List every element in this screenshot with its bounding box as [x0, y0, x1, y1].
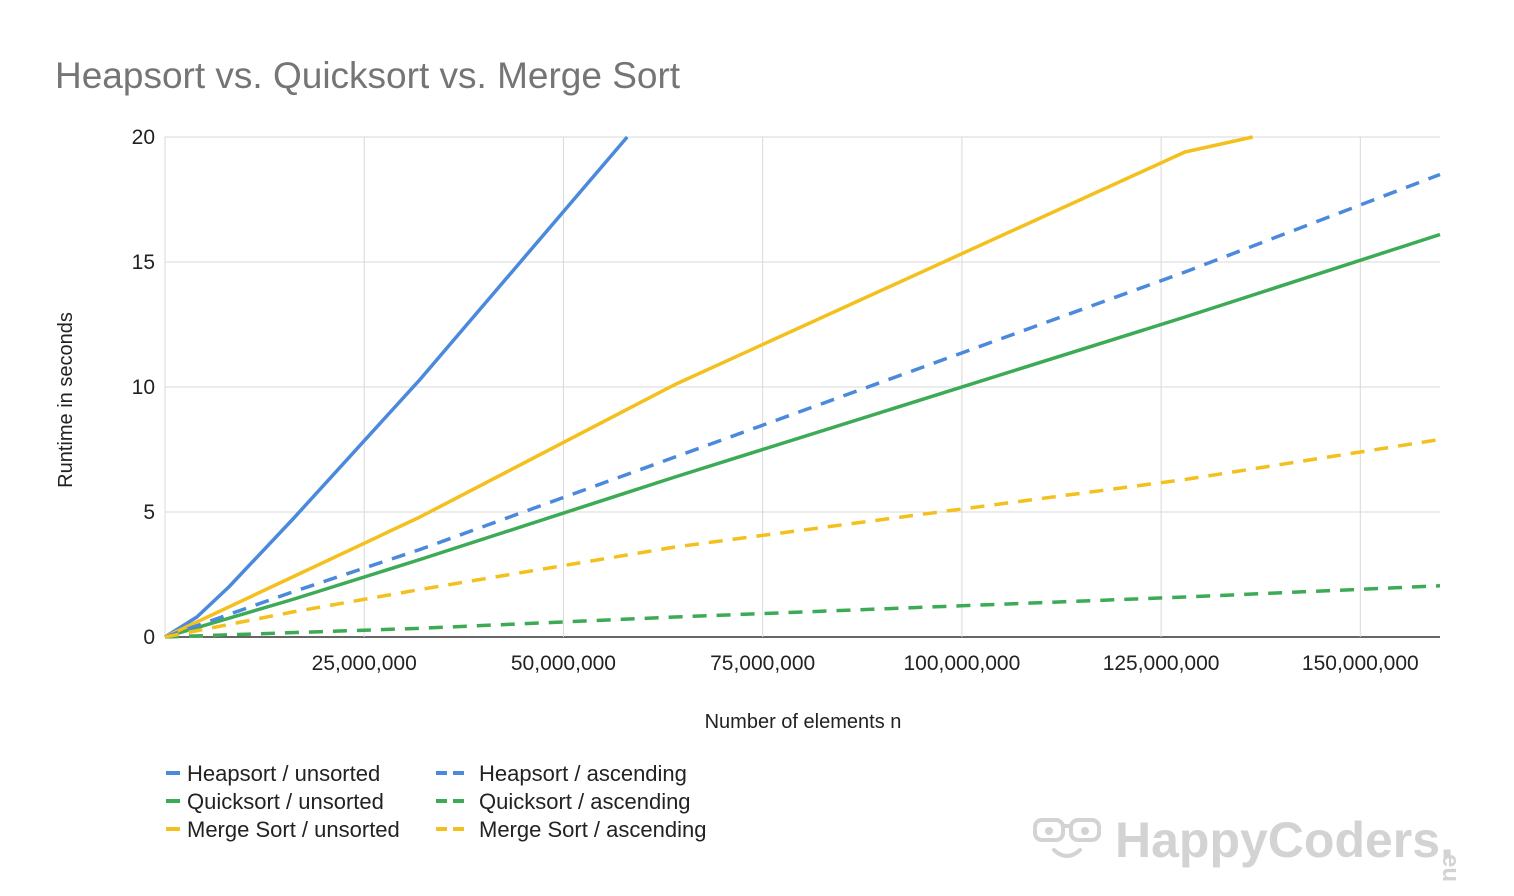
legend-label: Quicksort / ascending [479, 789, 691, 814]
x-tick-label: 75,000,000 [710, 652, 815, 675]
legend-item: Quicksort / unsorted [166, 789, 384, 814]
series-line-heapsort-unsorted [164, 135, 629, 639]
watermark-brand: HappyCoders [1115, 812, 1440, 868]
legend-item: Merge Sort / ascending [436, 817, 706, 842]
x-axis-title: Number of elements n [705, 711, 902, 733]
glasses-face-icon [1033, 818, 1101, 858]
grid [164, 136, 1440, 638]
y-axis-title: Runtime in seconds [55, 312, 77, 488]
x-tick-label: 50,000,000 [511, 652, 616, 675]
legend-label: Heapsort / unsorted [187, 761, 380, 786]
y-tick-label: 15 [132, 251, 155, 274]
x-axis-ticks: 25,000,000 50,000,000 75,000,000 100,000,00… [312, 652, 1419, 675]
legend-label: Merge Sort / unsorted [187, 817, 400, 842]
legend-item: Heapsort / unsorted [166, 761, 380, 786]
y-axis-ticks: 0 5 10 15 20 [132, 126, 155, 649]
x-tick-label: 125,000,000 [1103, 652, 1220, 675]
legend-item: Heapsort / ascending [436, 761, 687, 786]
legend-label: Merge Sort / ascending [479, 817, 706, 842]
legend-label: Heapsort / ascending [479, 761, 687, 786]
chart-title: Heapsort vs. Quicksort vs. Merge Sort [55, 55, 681, 96]
y-tick-label: 0 [143, 626, 155, 649]
y-tick-label: 10 [132, 376, 155, 399]
legend-label: Quicksort / unsorted [187, 789, 384, 814]
y-tick-label: 5 [143, 501, 155, 524]
watermark-tld: eu [1437, 854, 1464, 882]
watermark-dot: . [1440, 812, 1454, 868]
series-lines [164, 135, 1441, 639]
x-tick-label: 25,000,000 [312, 652, 417, 675]
legend-item: Quicksort / ascending [436, 789, 691, 814]
legend-item: Merge Sort / unsorted [166, 817, 400, 842]
happycoders-watermark-logo: HappyCoders. eu [1033, 812, 1464, 882]
x-tick-label: 150,000,000 [1302, 652, 1419, 675]
series-line-merge-sort-unsorted [164, 135, 1254, 639]
x-tick-label: 100,000,000 [903, 652, 1020, 675]
series-line-heapsort-ascending [164, 172, 1441, 639]
legend: Heapsort / unsorted Quicksort / unsorted M… [166, 761, 706, 842]
series-line-merge-sort-ascending [164, 437, 1441, 639]
svg-text:HappyCoders.: HappyCoders. [1115, 812, 1454, 868]
series-line-quicksort-unsorted [164, 232, 1441, 639]
y-tick-label: 20 [132, 126, 155, 149]
series-line-quicksort-ascending [164, 584, 1441, 639]
